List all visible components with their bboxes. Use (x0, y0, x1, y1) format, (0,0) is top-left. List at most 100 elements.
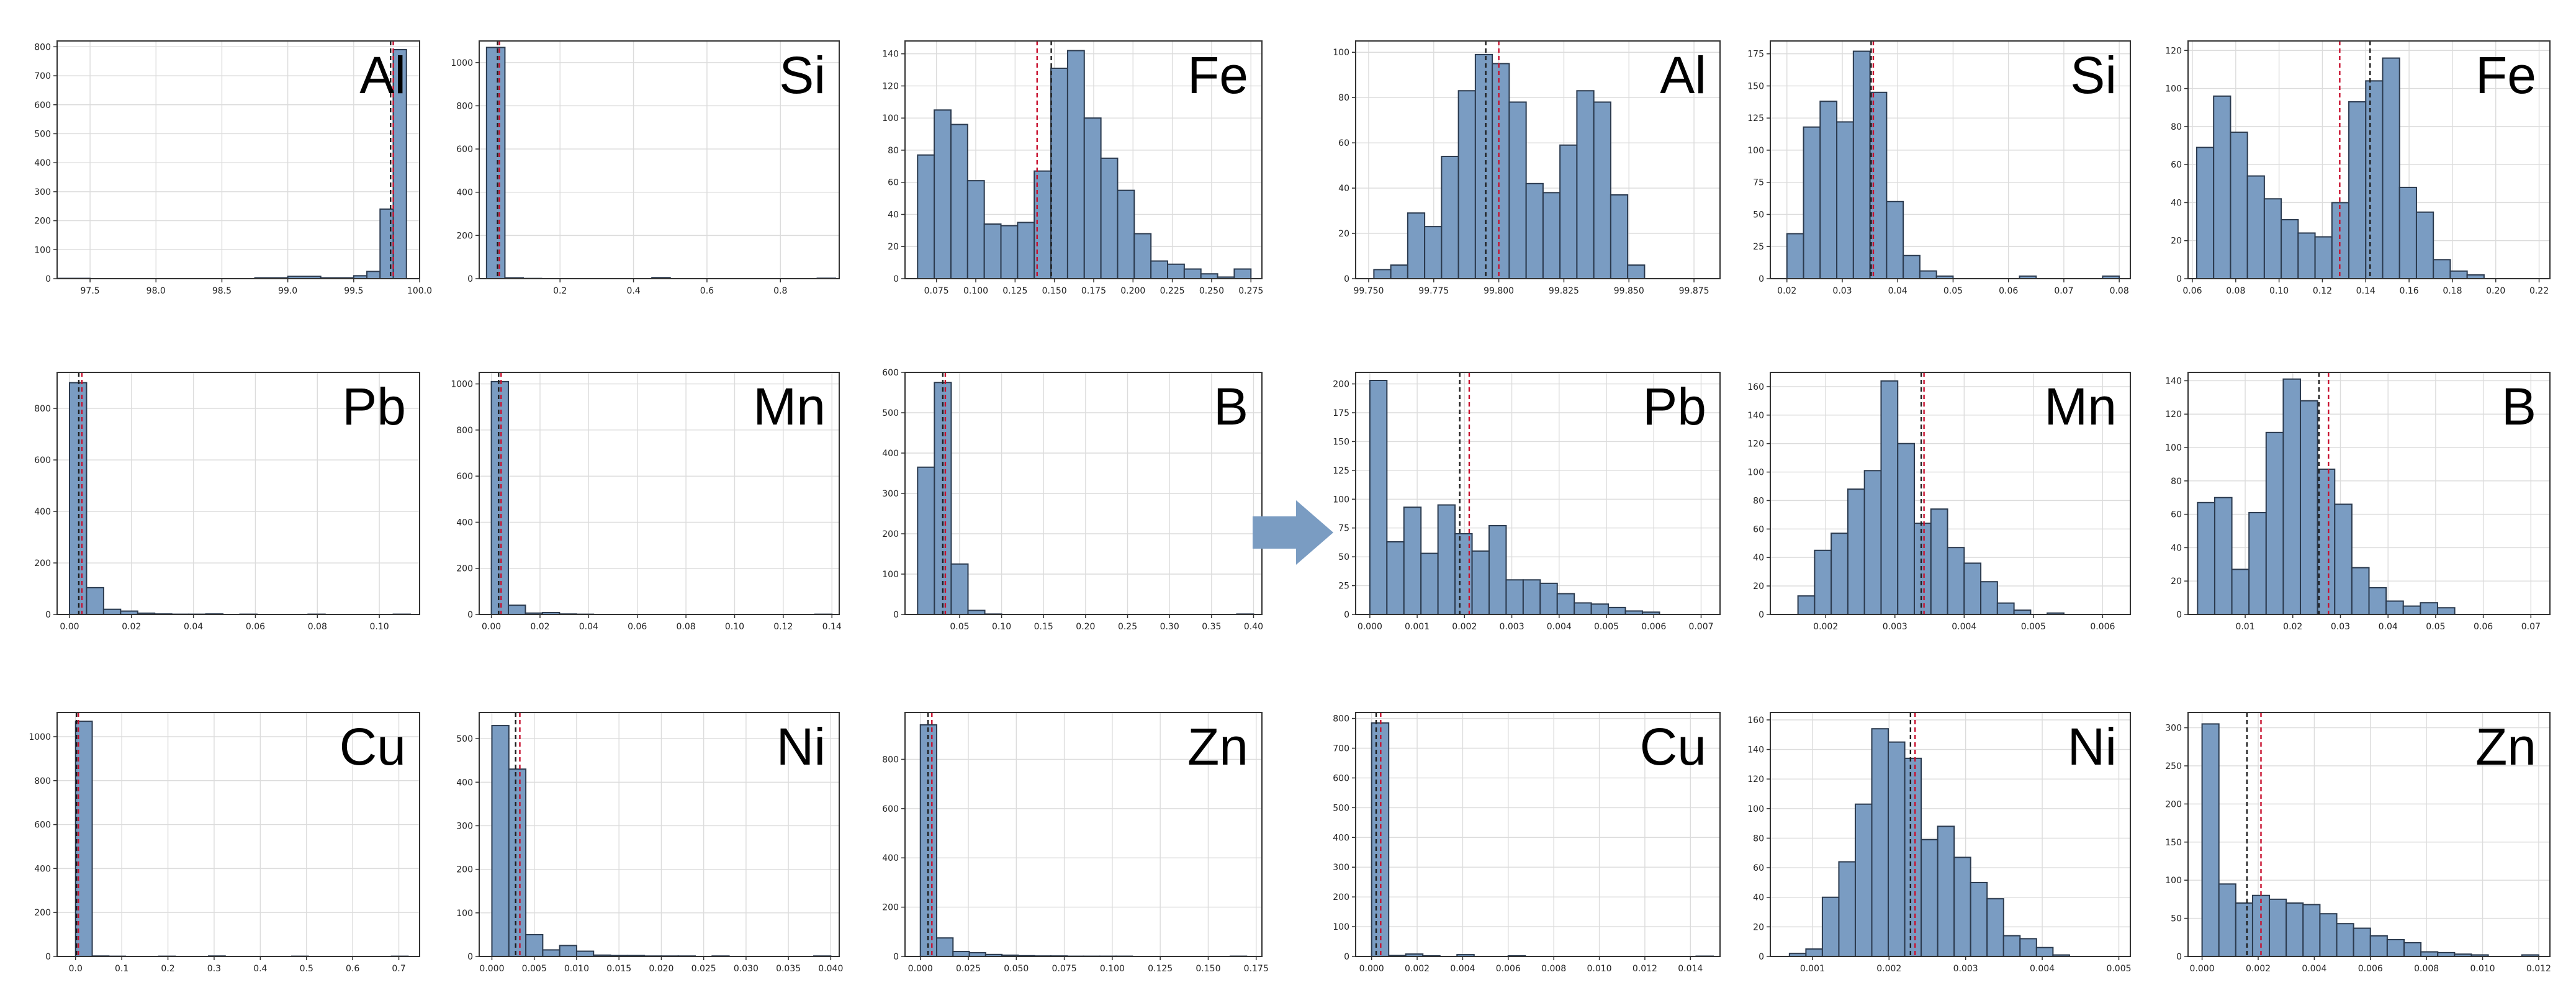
y-tick-label: 600 (882, 368, 899, 378)
element-label: Si (779, 46, 826, 104)
y-tick-label: 40 (1338, 184, 1349, 194)
x-tick-label: 0.04 (1888, 286, 1907, 296)
y-tick-label: 100 (1747, 804, 1764, 814)
y-tick-label: 100 (2165, 84, 2182, 94)
x-tick-label: 0.14 (822, 622, 842, 632)
histogram-bar (2314, 236, 2333, 280)
x-tick-label: 0.004 (1547, 622, 1572, 632)
x-tick-label: 0.06 (2474, 622, 2493, 632)
x-tick-label: 0.04 (184, 622, 203, 632)
y-tick-label: 120 (2165, 410, 2182, 420)
x-tick-label: 99.750 (1353, 286, 1384, 296)
histogram-bar (1390, 264, 1408, 280)
histogram-bar (1608, 606, 1626, 615)
y-tick-label: 800 (1333, 714, 1349, 724)
histogram-bar (525, 933, 544, 958)
histogram-bar (1854, 803, 1873, 957)
histogram-bar (491, 725, 510, 958)
histogram-right-mn: 0.002 0.003 0.004 0.005 0.006 0 20 40 60 80 100 120… (1747, 372, 2131, 632)
histogram-bar (2265, 431, 2284, 615)
y-tick-label: 200 (1333, 892, 1349, 902)
y-tick-label: 150 (1333, 437, 1349, 447)
histogram-bar (1914, 523, 1932, 615)
histogram-bar (1819, 101, 1838, 279)
y-tick-label: 0 (2176, 610, 2182, 620)
y-tick-label: 800 (34, 404, 51, 414)
histogram-right-pb: 0.000 0.001 0.002 0.003 0.004 0.005 0.006 0.007… (1333, 372, 1721, 632)
y-tick-label: 0 (45, 610, 51, 620)
x-tick-label: 98.5 (212, 286, 232, 296)
x-tick-label: 0.125 (1002, 286, 1027, 296)
y-tick-label: 0 (1344, 274, 1349, 284)
y-tick-label: 200 (1333, 380, 1349, 390)
histogram-bar (1542, 192, 1561, 279)
y-tick-label: 400 (456, 778, 473, 788)
y-tick-label: 100 (456, 909, 473, 919)
x-tick-label: 0.00 (60, 622, 79, 632)
histogram-bar (1947, 547, 1965, 615)
histogram-bar (2197, 501, 2215, 615)
histogram-bar (1797, 595, 1816, 615)
y-tick-label: 40 (1753, 553, 1764, 563)
y-tick-label: 400 (34, 507, 51, 517)
histogram-bar (1471, 550, 1490, 615)
x-tick-label: 0.035 (776, 964, 801, 974)
histogram-bar (1831, 533, 1849, 615)
histogram-bar (1986, 898, 2004, 958)
x-tick-label: 0.004 (1952, 622, 1976, 632)
y-tick-label: 0 (2176, 952, 2182, 962)
y-tick-label: 20 (1338, 229, 1349, 239)
y-tick-label: 20 (2171, 236, 2182, 246)
histogram-bar (2230, 132, 2248, 279)
y-tick-label: 400 (34, 158, 51, 168)
x-tick-label: 0.2 (161, 964, 174, 974)
x-tick-label: 0.150 (1042, 286, 1067, 296)
y-tick-label: 600 (34, 101, 51, 110)
element-label: Zn (1187, 717, 1248, 776)
y-tick-label: 120 (2165, 46, 2182, 56)
histogram-bar (1508, 101, 1527, 279)
y-tick-label: 800 (456, 426, 473, 436)
y-tick-label: 100 (882, 570, 899, 580)
histogram-bar (1407, 212, 1426, 280)
x-tick-label: 0.100 (1100, 964, 1125, 974)
y-tick-label: 40 (2171, 198, 2182, 208)
histogram-bar (1805, 948, 1823, 958)
x-tick-label: 0.008 (1541, 964, 1566, 974)
y-tick-label: 140 (1747, 411, 1764, 421)
histogram-bar (1117, 189, 1135, 279)
histogram-bar (2235, 902, 2253, 957)
axes-frame (1770, 712, 2131, 957)
x-tick-label: 0.01 (2235, 622, 2254, 632)
histogram-bar (1539, 582, 1558, 615)
histogram-bar (2449, 270, 2468, 279)
x-tick-label: 0.275 (1238, 286, 1263, 296)
histogram-bar (2317, 469, 2336, 615)
histogram-bar (2336, 923, 2354, 958)
y-tick-label: 0 (45, 274, 51, 284)
x-tick-label: 0.020 (649, 964, 673, 974)
x-tick-label: 0.004 (2302, 964, 2326, 974)
histogram-bar (2403, 942, 2422, 958)
histogram-bar (2398, 186, 2417, 280)
histogram-bar (1000, 225, 1019, 279)
y-tick-label: 0 (1759, 610, 1764, 620)
histogram-bar (1863, 470, 1882, 616)
x-tick-label: 0.003 (1500, 622, 1524, 632)
y-tick-label: 60 (888, 178, 899, 188)
histogram-bar (1610, 194, 1629, 279)
histogram-bar (366, 271, 381, 280)
histogram-bar (2282, 378, 2302, 615)
x-tick-label: 0.250 (1199, 286, 1224, 296)
histogram-right-ni: 0.001 0.002 0.003 0.004 0.005 0 20 40 60 80 100 120… (1747, 712, 2132, 974)
histogram-bar (1386, 541, 1405, 615)
x-tick-label: 0.05 (1943, 286, 1963, 296)
histogram-bar (1836, 121, 1854, 279)
histogram-bar (1821, 896, 1840, 958)
x-tick-label: 0.4 (626, 286, 640, 296)
x-tick-label: 0.075 (1052, 964, 1077, 974)
x-tick-label: 99.0 (278, 286, 297, 296)
element-label: Cu (340, 717, 406, 776)
x-tick-label: 0.012 (1633, 964, 1657, 974)
histogram-bar (1233, 268, 1252, 279)
